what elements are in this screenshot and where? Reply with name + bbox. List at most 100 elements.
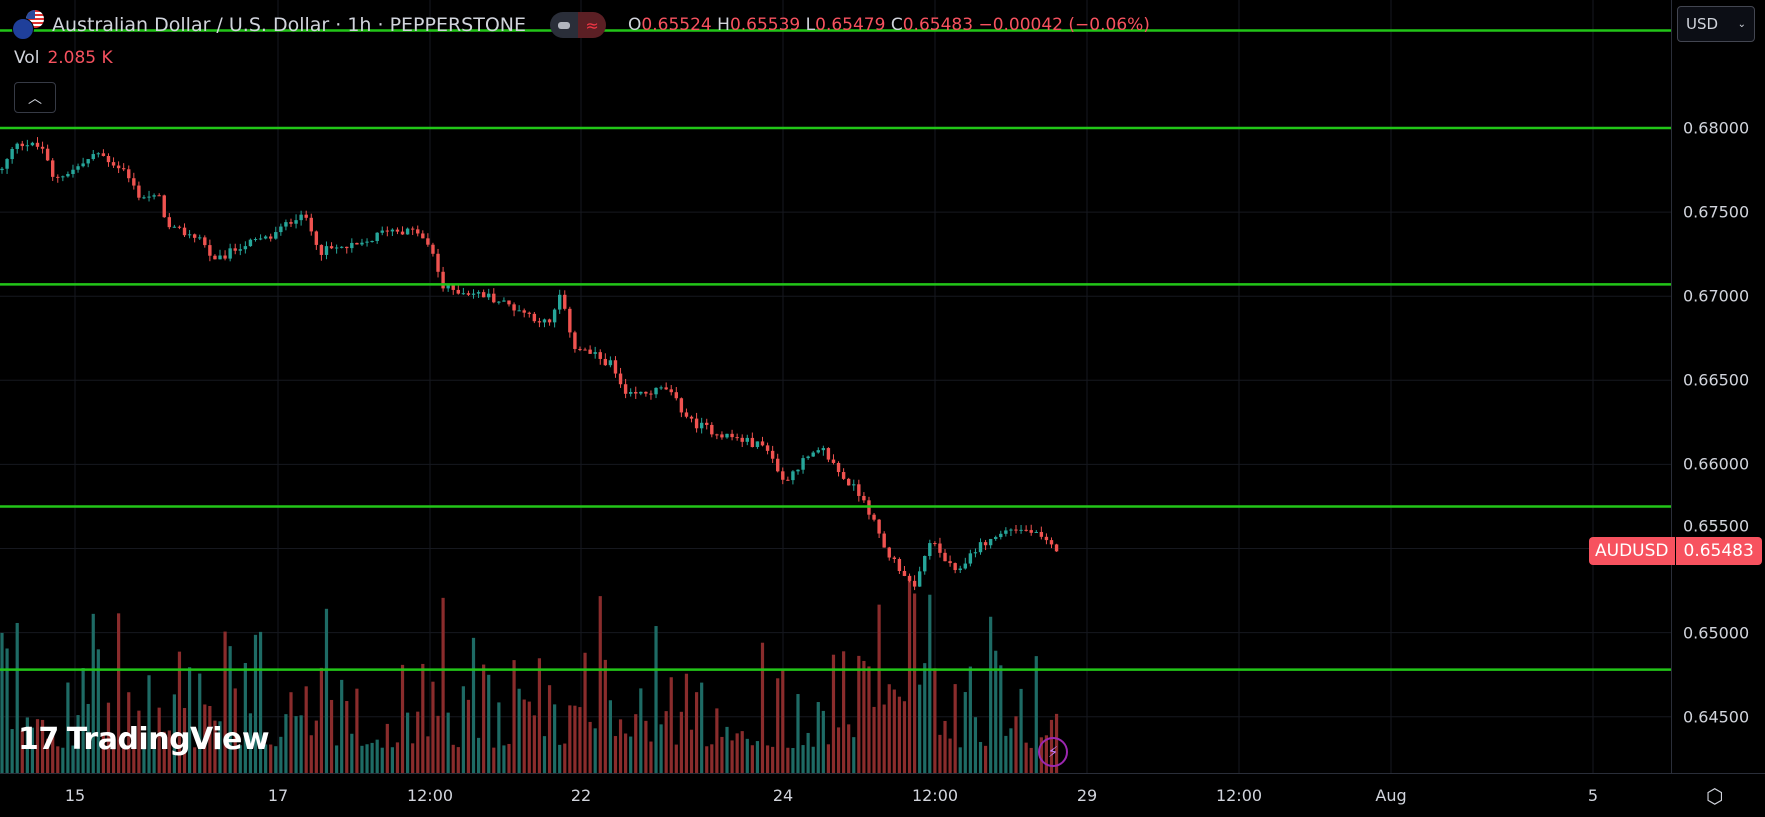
volume-bar — [882, 704, 886, 773]
volume-bar — [304, 686, 308, 773]
candle-body — [537, 321, 542, 323]
candle-body — [456, 289, 460, 294]
candle-body — [897, 559, 902, 571]
volume-bar — [710, 744, 714, 773]
volume-bar — [253, 634, 258, 773]
volume-bar — [91, 613, 95, 773]
volume-bar — [1024, 742, 1028, 773]
candle-body — [441, 271, 445, 289]
candle-body — [309, 217, 313, 232]
candle-body — [760, 441, 765, 446]
candle-body — [162, 195, 166, 218]
candle-body — [426, 238, 430, 245]
currency-select[interactable]: USD ⌄ — [1677, 6, 1755, 42]
time-tick-label: 5 — [1587, 786, 1599, 805]
settings-icon[interactable]: ⬡ — [1706, 784, 1724, 808]
volume-bar — [177, 651, 182, 773]
candle-body — [928, 543, 932, 556]
volume-bar — [553, 704, 557, 773]
candle-body — [157, 195, 161, 197]
symbol-title[interactable]: Australian Dollar / U.S. Dollar · 1h · P… — [52, 14, 527, 36]
candle-body — [289, 222, 293, 224]
candle-body — [907, 576, 912, 581]
price-chart[interactable] — [0, 0, 1671, 773]
volume-bar — [867, 666, 871, 773]
candle-body — [1029, 530, 1033, 533]
volume-bar — [852, 737, 856, 773]
volume-bar — [933, 668, 937, 773]
lightning-icon[interactable]: ⚡ — [1038, 737, 1068, 767]
candle-body — [25, 145, 30, 147]
volume-bar — [395, 742, 400, 773]
volume-bar — [730, 740, 734, 773]
candle-body — [943, 552, 947, 562]
volume-bar — [629, 736, 633, 773]
candle-body — [497, 301, 501, 303]
volume-bar — [1029, 747, 1033, 773]
candle-body — [446, 284, 450, 289]
candle-body — [882, 533, 886, 548]
volume-bar — [10, 729, 14, 773]
time-axis[interactable]: 15 17 12:00 22 24 12:00 29 12:00 Aug 5 — [0, 773, 1765, 817]
volume-bar — [258, 631, 263, 773]
price-axis[interactable]: 0.68000 0.67500 0.67000 0.66500 0.66000 0.655… — [1671, 0, 1765, 773]
candle-body — [177, 226, 182, 228]
price-tick-label: 0.66500 — [1683, 370, 1750, 390]
volume-bar — [314, 720, 318, 773]
candle-body — [588, 349, 592, 354]
volume-bar — [132, 735, 136, 773]
candle-body — [938, 543, 942, 553]
candle-body — [56, 176, 60, 178]
volume-bar — [598, 596, 602, 773]
volume-bar — [76, 715, 80, 773]
candle-body — [831, 459, 836, 463]
candle-body — [786, 479, 790, 481]
candle-body — [902, 570, 907, 577]
volume-bar — [223, 631, 227, 773]
candle-body — [492, 293, 496, 303]
candle-body — [248, 239, 253, 247]
tradingview-logo[interactable]: 17 TradingView — [18, 722, 270, 757]
candle-body — [238, 249, 242, 251]
volume-bar — [61, 747, 65, 773]
volume-bar — [776, 678, 780, 773]
candle-body — [223, 255, 227, 259]
data-delay-icon: ≈ — [578, 12, 607, 38]
volume-bar — [659, 724, 663, 773]
candle-body — [187, 234, 192, 236]
volume-bar — [806, 732, 810, 773]
candle-body — [912, 580, 917, 587]
candle-body — [1009, 529, 1013, 531]
candle-body — [608, 360, 613, 366]
volume-bar — [593, 728, 597, 773]
candle-body — [983, 542, 988, 546]
candle-body — [532, 313, 537, 322]
volume-bar — [816, 702, 820, 773]
volume-bar — [147, 675, 151, 773]
volume-bar — [938, 734, 942, 773]
candle-body — [1039, 531, 1044, 537]
volume-bar — [385, 723, 389, 773]
volume-bar — [547, 685, 552, 773]
volume-bar — [101, 734, 105, 773]
candle-body — [10, 148, 14, 160]
volume-bar — [948, 738, 952, 773]
volume-bar — [877, 604, 881, 773]
candle-body — [274, 232, 278, 239]
candle-body — [334, 247, 339, 249]
collapse-legend-button[interactable]: ︿ — [14, 82, 56, 113]
volume-bar — [167, 730, 171, 773]
volume-bar — [111, 747, 116, 773]
volume-bar — [1009, 728, 1013, 773]
market-status-pill[interactable]: ≈ — [550, 12, 607, 38]
volume-bar — [269, 744, 273, 773]
candle-body — [390, 229, 395, 232]
price-tick-label: 0.64500 — [1683, 707, 1750, 727]
candle-body — [86, 159, 90, 164]
volume-bar — [248, 713, 253, 773]
candle-body — [380, 230, 384, 233]
volume-legend[interactable]: Vol 2.085 K — [14, 48, 113, 68]
candle-body — [416, 229, 420, 234]
time-tick-label: 17 — [267, 786, 289, 805]
candle-body — [66, 173, 70, 177]
